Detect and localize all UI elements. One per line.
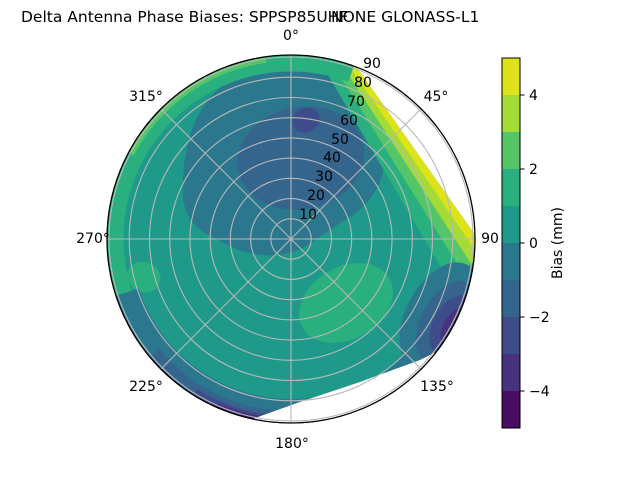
colorbar-ticks bbox=[520, 94, 525, 392]
colorbar-tick-label-2: 2 bbox=[529, 162, 538, 178]
theta-tick-label-225: 225° bbox=[129, 379, 163, 395]
colorbar-axis-label: Bias (mm) bbox=[550, 207, 566, 279]
colorbar-segment-2to3 bbox=[502, 132, 520, 169]
colorbar-segment--3to-2 bbox=[502, 317, 520, 354]
contour-region-north--2to-1 bbox=[237, 106, 365, 210]
grid-spoke-315 bbox=[160, 108, 292, 240]
colorbar-segment--5to-4 bbox=[502, 391, 520, 428]
no-data-wedge-southeast bbox=[238, 311, 476, 424]
chart-title: Delta Antenna Phase Biases: SPPSP85UHF bbox=[21, 8, 348, 26]
colorbar-tick-label--2: −2 bbox=[529, 310, 550, 326]
colorbar-segment--4to-3 bbox=[502, 354, 520, 391]
colorbar-segment-1to2 bbox=[502, 169, 520, 206]
colorbar-segment-4to5 bbox=[502, 58, 520, 95]
r-tick-label-60: 60 bbox=[340, 113, 358, 129]
r-tick-label-40: 40 bbox=[323, 150, 341, 166]
polar-grid bbox=[107, 55, 475, 423]
theta-tick-label-90: 90 bbox=[481, 231, 499, 247]
colorbar-segment-3to4 bbox=[502, 95, 520, 132]
r-tick-label-30: 30 bbox=[315, 169, 333, 185]
contour-region-west-rim-1to2 bbox=[106, 54, 355, 332]
grid-spoke-135 bbox=[290, 238, 422, 370]
colorbar-segment--2to-1 bbox=[502, 280, 520, 317]
theta-tick-label-45: 45° bbox=[424, 89, 449, 105]
colorbar-segment--1to0 bbox=[502, 243, 520, 280]
colorbar-tick-label-0: 0 bbox=[529, 236, 538, 252]
theta-tick-label-0: 0° bbox=[283, 28, 299, 44]
chart-title-right: NONE GLONASS-L1 bbox=[331, 8, 479, 26]
grid-spoke-225 bbox=[160, 238, 292, 370]
grid-spoke-45 bbox=[290, 108, 422, 240]
r-tick-label-50: 50 bbox=[331, 132, 349, 148]
colorbar-segment-0to1 bbox=[502, 206, 520, 243]
theta-tick-label-180: 180° bbox=[275, 436, 309, 452]
r-tick-label-70: 70 bbox=[347, 94, 365, 110]
colorbar: 4 2 0 −2 −4 Bias (mm) bbox=[501, 57, 566, 429]
polar-outline bbox=[106, 54, 476, 424]
contour-field bbox=[106, 54, 476, 424]
colorbar-tick-label--4: −4 bbox=[529, 384, 550, 400]
contour-region-se-blob-1to2 bbox=[299, 263, 393, 343]
r-tick-label-90: 90 bbox=[363, 56, 381, 72]
colorbar-tick-label-4: 4 bbox=[529, 88, 538, 104]
r-tick-label-10: 10 bbox=[299, 207, 317, 223]
r-tick-label-20: 20 bbox=[307, 188, 325, 204]
r-tick-label-80: 80 bbox=[354, 75, 372, 91]
theta-tick-label-135: 135° bbox=[420, 379, 454, 395]
theta-tick-label-315: 315° bbox=[129, 89, 163, 105]
contour-region-spot--3to-2 bbox=[292, 107, 320, 133]
theta-tick-label-270: 270° bbox=[76, 231, 110, 247]
